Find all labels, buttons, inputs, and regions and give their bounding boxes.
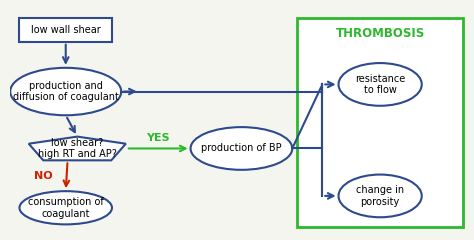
Polygon shape	[29, 137, 126, 160]
FancyBboxPatch shape	[297, 18, 464, 227]
Text: THROMBOSIS: THROMBOSIS	[336, 28, 425, 41]
Ellipse shape	[191, 127, 292, 170]
Text: resistance
to flow: resistance to flow	[355, 74, 405, 95]
Text: change in
porosity: change in porosity	[356, 185, 404, 207]
Ellipse shape	[10, 68, 121, 115]
Ellipse shape	[338, 63, 422, 106]
Text: consumption of
coagulant: consumption of coagulant	[28, 197, 104, 219]
Text: YES: YES	[146, 132, 170, 143]
Text: NO: NO	[35, 171, 53, 181]
Text: production of BP: production of BP	[201, 144, 282, 153]
Text: low shear?
high RT and AP?: low shear? high RT and AP?	[38, 138, 117, 159]
Text: low wall shear: low wall shear	[31, 25, 100, 35]
FancyBboxPatch shape	[19, 18, 112, 42]
Ellipse shape	[338, 174, 422, 217]
Ellipse shape	[19, 191, 112, 224]
Text: production and
diffusion of coagulant: production and diffusion of coagulant	[13, 81, 118, 102]
